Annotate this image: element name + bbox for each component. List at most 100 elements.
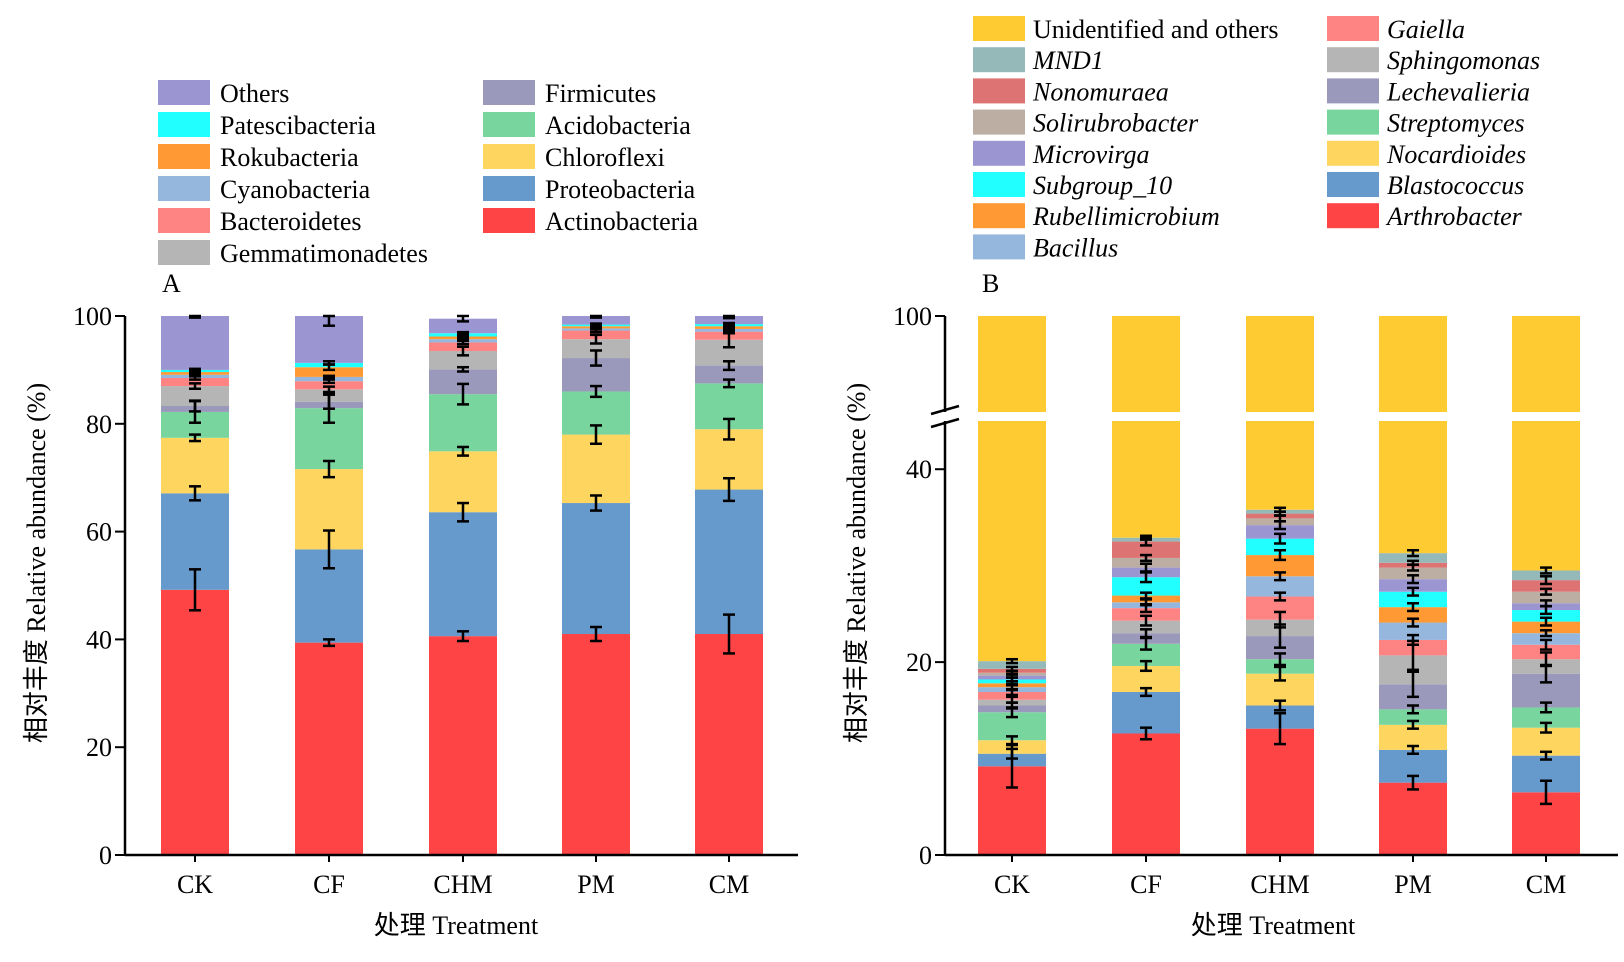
error-bar-a-pm-gemmatimonadetes xyxy=(590,333,602,345)
panel-b-label: B xyxy=(982,269,999,298)
error-bar-b-cf-solirubrobacter xyxy=(1140,553,1152,563)
error-bar-a-chm-chloroflexi xyxy=(457,445,469,457)
bar-a-pm-chloroflexi xyxy=(562,434,630,504)
legend-swatch-b-rubellimicrobium xyxy=(973,203,1025,229)
legend-item-a-proteobacteria: Proteobacteria xyxy=(483,175,696,204)
legend-label-a-firmicutes: Firmicutes xyxy=(545,79,656,108)
bar-b-pm-subgroup-10 xyxy=(1379,591,1447,608)
error-bar-a-cf-firmicutes xyxy=(323,393,335,410)
error-bar-a-pm-chloroflexi xyxy=(590,424,602,445)
legend-swatch-a-bacteroidetes xyxy=(158,208,210,233)
error-bar-a-cf-patescibacteria xyxy=(323,360,335,366)
bar-b-cf-arthrobacter xyxy=(1112,733,1180,855)
bar-b-chm-unidentified-and-others xyxy=(1246,421,1314,510)
error-bar-b-cf-arthrobacter xyxy=(1140,726,1152,741)
legend-label-a-bacteroidetes: Bacteroidetes xyxy=(220,207,362,236)
error-bar-a-cf-cyanobacteria xyxy=(323,374,335,380)
y-tick-label-a-20: 20 xyxy=(86,733,112,762)
bar-b-cf-unidentified-and-others-upper xyxy=(1112,316,1180,412)
error-bar-b-chm-nocardioides xyxy=(1274,665,1286,682)
bar-a-cm-actinobacteria xyxy=(695,634,763,855)
error-bar-b-cf-nocardioides xyxy=(1140,659,1152,673)
error-bar-b-pm-streptomyces xyxy=(1407,704,1419,715)
bar-b-ck-unidentified-and-others xyxy=(978,421,1046,662)
error-bar-a-cf-bacteroidetes xyxy=(323,378,335,385)
bar-b-chm-arthrobacter xyxy=(1246,728,1314,855)
error-bar-b-cf-rubellimicrobium xyxy=(1140,591,1152,600)
legend-swatch-b-sphingomonas xyxy=(1327,47,1379,73)
error-bar-a-cm-firmicutes xyxy=(723,360,735,372)
legend-label-b-sphingomonas: Sphingomonas xyxy=(1387,46,1540,75)
legend-swatch-a-firmicutes xyxy=(483,80,535,105)
error-bar-b-ck-mnd1 xyxy=(1006,657,1018,665)
legend-swatch-b-nonomuraea xyxy=(973,78,1025,104)
legend-label-a-others: Others xyxy=(220,79,289,108)
bar-a-ck-actinobacteria xyxy=(161,589,229,855)
bar-b-cm-rubellimicrobium xyxy=(1512,621,1580,634)
error-bar-a-pm-others xyxy=(590,314,602,319)
legend-swatch-b-lechevalieria xyxy=(1327,78,1379,104)
legend-item-a-firmicutes: Firmicutes xyxy=(483,79,656,108)
panel-a-error-bars xyxy=(189,314,735,655)
bar-a-pm-actinobacteria xyxy=(562,634,630,855)
error-bar-b-chm-mnd1 xyxy=(1274,506,1286,513)
legend-label-b-solirubrobacter: Solirubrobacter xyxy=(1033,109,1199,138)
error-bar-b-ck-nonomuraea xyxy=(1006,665,1018,673)
error-bar-b-cm-sphingomonas xyxy=(1540,651,1552,668)
legend-label-b-streptomyces: Streptomyces xyxy=(1387,109,1525,138)
bar-a-ck-others xyxy=(161,316,229,370)
bar-b-pm-streptomyces xyxy=(1379,709,1447,725)
error-bar-a-chm-others xyxy=(457,314,469,323)
y-tick-label-b-20: 20 xyxy=(906,648,932,677)
bar-a-pm-gemmatimonadetes xyxy=(562,339,630,359)
error-bar-b-cm-blastococcus xyxy=(1540,750,1552,761)
legend-swatch-b-bacillus xyxy=(973,234,1025,260)
error-bar-a-pm-actinobacteria xyxy=(590,625,602,643)
bar-b-ck-mnd1 xyxy=(978,661,1046,669)
legend-swatch-b-nocardioides xyxy=(1327,140,1379,166)
bar-b-pm-solirubrobacter xyxy=(1379,567,1447,580)
legend-item-b-mnd1: MND1 xyxy=(973,46,1104,75)
bar-b-ck-unidentified-and-others-upper xyxy=(978,316,1046,412)
panel-b-bars xyxy=(978,316,1580,855)
error-bar-a-chm-firmicutes xyxy=(457,365,469,373)
error-bar-b-pm-subgroup-10 xyxy=(1407,586,1419,597)
x-tick-label-b-chm: CHM xyxy=(1250,870,1309,899)
legend-label-b-arthrobacter: Arthrobacter xyxy=(1385,202,1523,231)
error-bar-a-cf-chloroflexi xyxy=(323,459,335,479)
legend-swatch-a-actinobacteria xyxy=(483,208,535,233)
error-bar-b-ck-blastococcus xyxy=(1006,747,1018,760)
error-bar-a-pm-patescibacteria xyxy=(590,322,602,327)
error-bar-b-ck-nocardioides xyxy=(1006,735,1018,746)
legend-swatch-b-gaiella xyxy=(1327,16,1379,41)
bar-b-chm-unidentified-and-others-upper xyxy=(1246,316,1314,412)
legend-item-b-blastococcus: Blastococcus xyxy=(1327,171,1524,200)
bar-a-cm-firmicutes xyxy=(695,365,763,384)
x-tick-label-a-pm: PM xyxy=(577,870,615,899)
bar-a-ck-gemmatimonadetes xyxy=(161,386,229,407)
x-tick-label-a-cf: CF xyxy=(313,870,345,899)
y-tick-label-b-100: 100 xyxy=(893,302,932,331)
y-tick-label-a-60: 60 xyxy=(86,518,112,547)
legend-label-b-bacillus: Bacillus xyxy=(1033,233,1118,262)
error-bar-a-ck-actinobacteria xyxy=(189,568,201,612)
panel-b-error-bars xyxy=(1006,506,1552,806)
legend-label-b-microvirga: Microvirga xyxy=(1032,140,1150,169)
bar-a-chm-actinobacteria xyxy=(429,636,497,855)
error-bar-a-chm-gemmatimonadetes xyxy=(457,345,469,357)
legend-item-b-streptomyces: Streptomyces xyxy=(1327,109,1525,138)
bar-b-cm-subgroup-10 xyxy=(1512,610,1580,622)
legend-label-a-proteobacteria: Proteobacteria xyxy=(545,175,696,204)
error-bar-a-cm-acidobacteria xyxy=(723,378,735,389)
legend-item-b-arthrobacter: Arthrobacter xyxy=(1327,202,1523,231)
legend-item-b-sphingomonas: Sphingomonas xyxy=(1327,46,1540,75)
bar-b-cf-gaiella xyxy=(1112,608,1180,621)
error-bar-a-chm-proteobacteria xyxy=(457,501,469,523)
legend-swatch-a-others xyxy=(158,80,210,105)
bar-b-chm-gaiella xyxy=(1246,596,1314,620)
legend-label-a-patescibacteria: Patescibacteria xyxy=(220,111,376,140)
legend-item-b-lechevalieria: Lechevalieria xyxy=(1327,77,1530,106)
bar-b-cm-nonomuraea xyxy=(1512,580,1580,592)
